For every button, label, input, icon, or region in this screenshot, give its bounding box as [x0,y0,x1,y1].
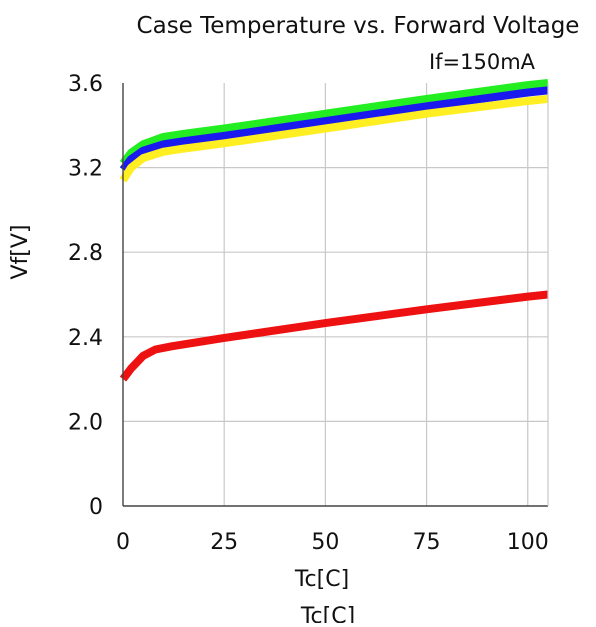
series-line-2 [119,86,549,173]
tick-layer: 0 2.0 2.4 2.8 3.2 3.6 0 25 50 75 100 [68,72,549,555]
x-tick-label: 0 [116,530,130,555]
x-tick-label: 100 [507,530,549,555]
series-layer [119,79,549,382]
y-tick-label: 2.8 [68,241,103,266]
y-tick-label: 3.2 [68,157,103,182]
y-tick-label: 2.0 [68,410,103,435]
x-tick-label: 50 [311,530,339,555]
series-line-4 [119,290,549,382]
chart-title: Case Temperature vs. Forward Voltage [137,13,580,39]
x-axis-label-clipped-duplicate: Tc[C] [300,604,355,623]
y-tick-label: 2.4 [68,326,103,351]
chart-subtitle: If=150mA [429,50,536,74]
x-tick-label: 75 [413,530,441,555]
y-tick-label: 0 [89,495,103,520]
x-tick-label: 25 [210,530,238,555]
y-tick-label: 3.6 [68,72,103,97]
frame-layer [122,83,549,507]
grid-layer [123,83,548,506]
x-axis-label: Tc[C] [294,567,349,592]
y-axis-label: Vf[V] [8,224,33,279]
series-line-1 [119,79,549,166]
series-line-3 [119,94,549,183]
